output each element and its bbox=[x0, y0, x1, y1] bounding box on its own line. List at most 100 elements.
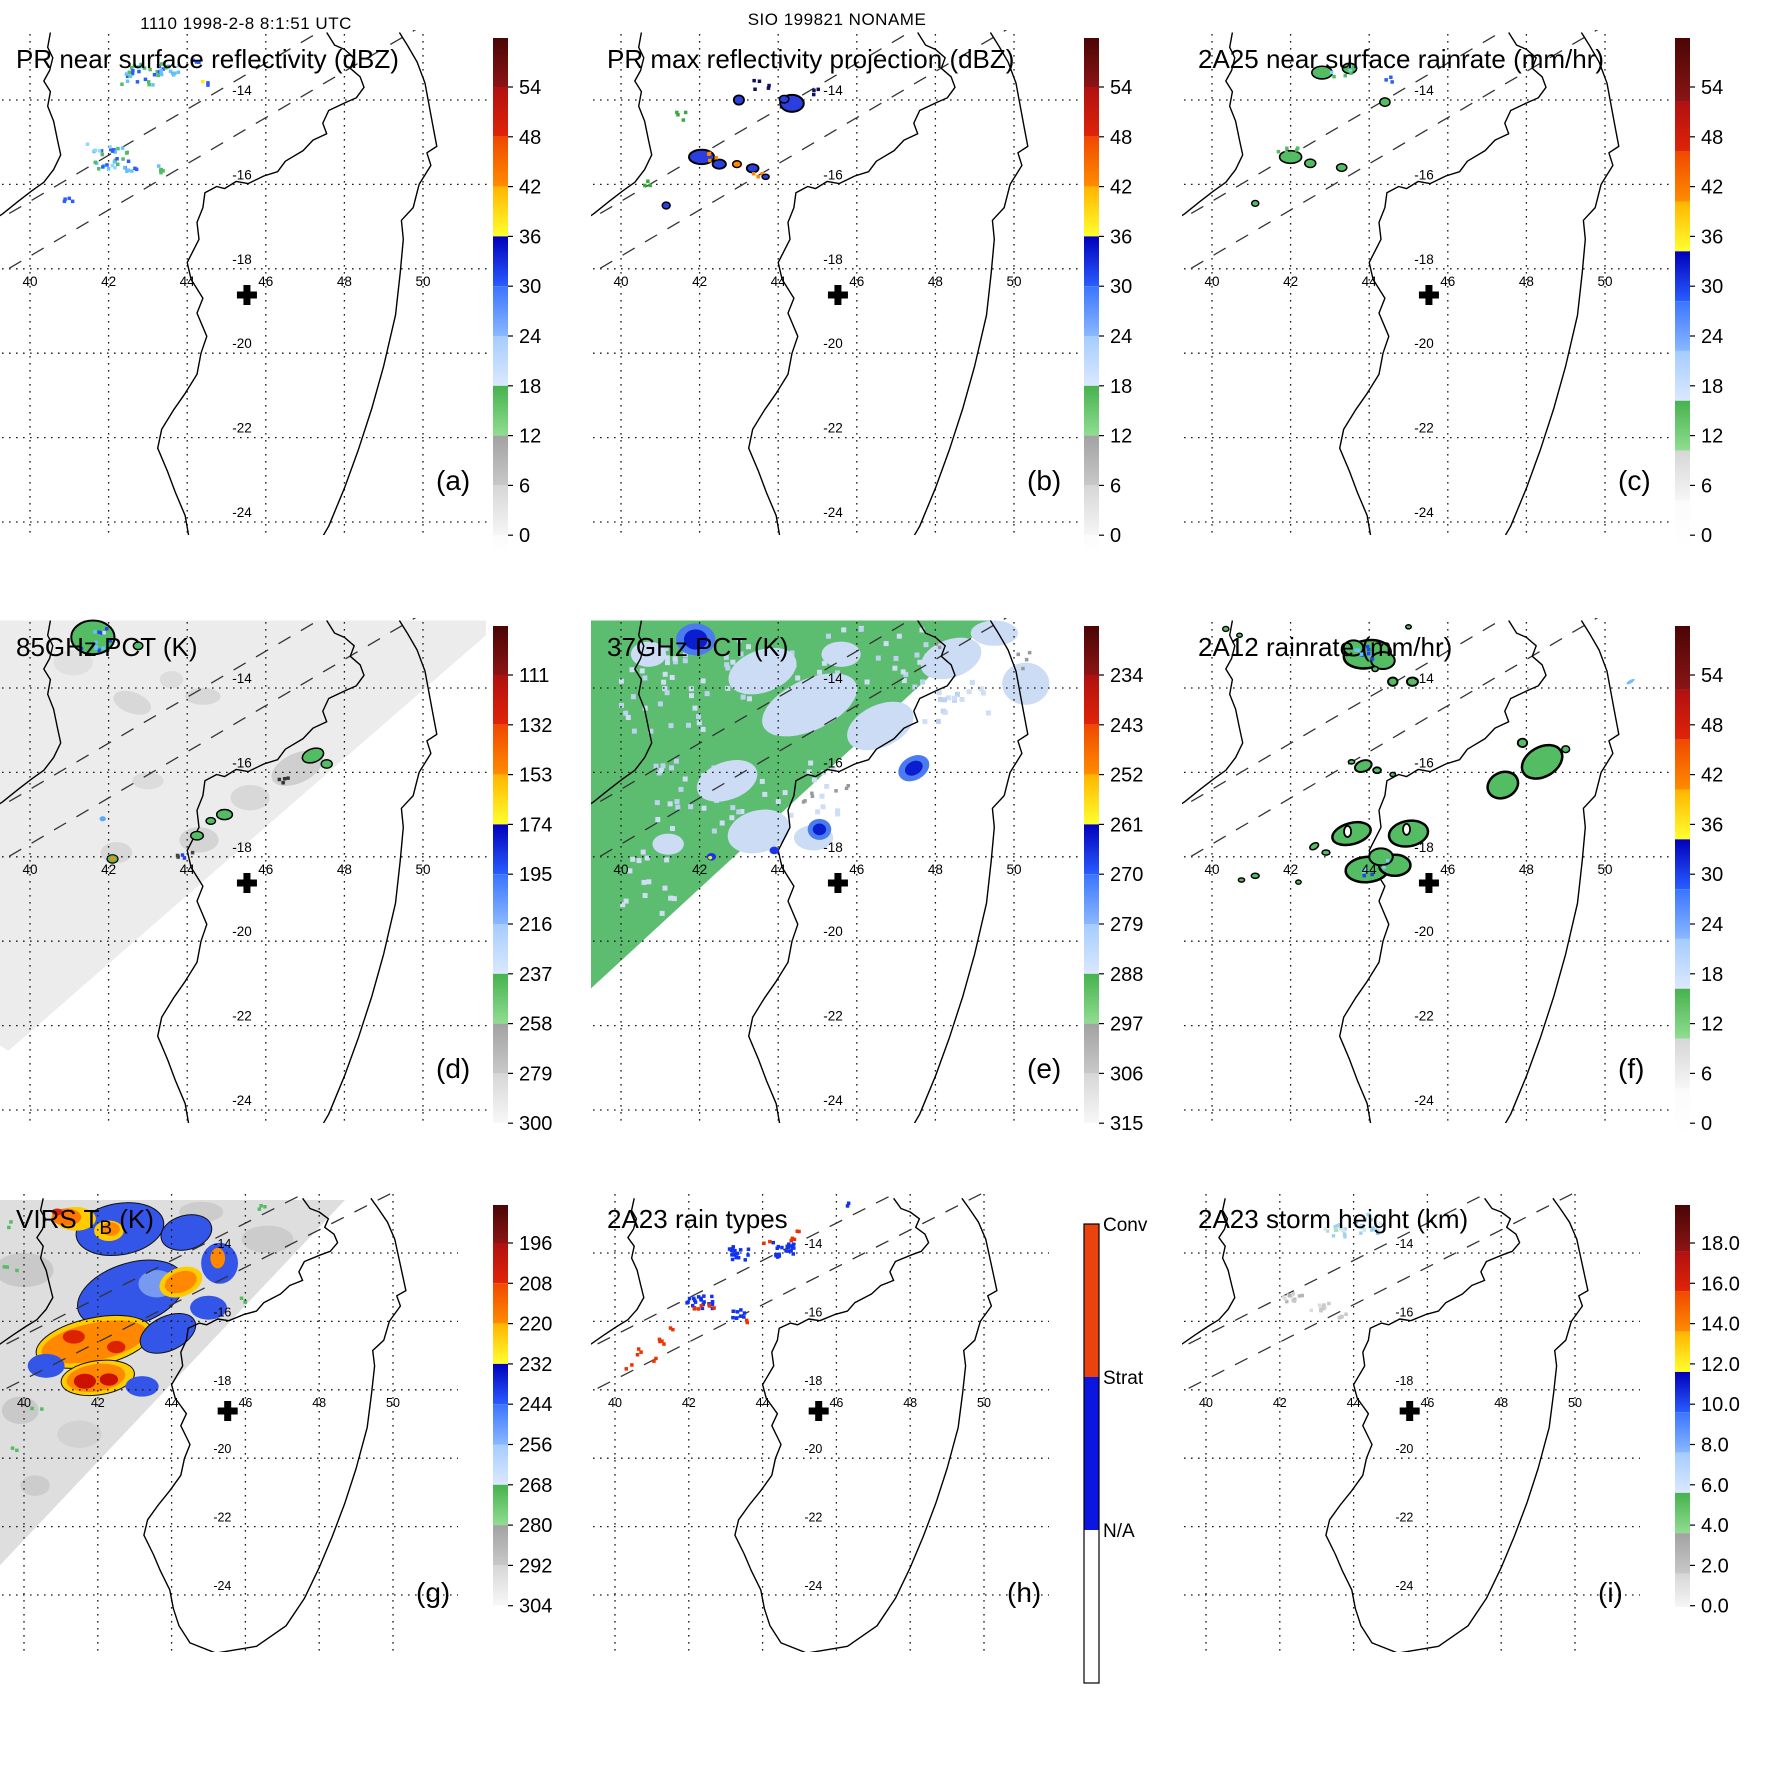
data-speckle bbox=[190, 850, 195, 855]
data-speckle bbox=[99, 631, 104, 635]
data-speckle bbox=[845, 1204, 850, 1208]
data-speckle bbox=[731, 1252, 735, 1256]
colorbar-tick-label: 24 bbox=[1701, 326, 1723, 348]
data-blob bbox=[1520, 743, 1564, 780]
lon-tick-label: 48 bbox=[337, 274, 352, 289]
data-speckle bbox=[636, 1347, 641, 1351]
colorbar-tick-label: 6 bbox=[1701, 1063, 1712, 1085]
lat-tick-label: -16 bbox=[232, 167, 252, 182]
data-speckle bbox=[846, 1201, 851, 1205]
data-speckle bbox=[685, 1301, 689, 1305]
colorbar-tick-label: 12.0 bbox=[1701, 1354, 1740, 1376]
lat-tick-label: -14 bbox=[1414, 83, 1434, 98]
data-speckle bbox=[742, 1315, 746, 1319]
data-blob bbox=[1379, 97, 1391, 108]
coast-madagascar bbox=[143, 1197, 407, 1652]
data-speckle bbox=[243, 1299, 248, 1304]
data-speckle bbox=[1389, 75, 1393, 79]
data-speckle bbox=[707, 151, 712, 156]
panel-title-c: 2A25 near surface rainrate (mm/hr) bbox=[1198, 44, 1604, 74]
lon-tick-label: 44 bbox=[180, 274, 196, 289]
colorbar-tick-label: 54 bbox=[519, 77, 541, 99]
data-speckle bbox=[164, 66, 168, 70]
colorbar-band bbox=[1084, 1073, 1099, 1124]
data-speckle bbox=[688, 804, 694, 810]
data-speckle bbox=[159, 167, 163, 172]
data-speckle bbox=[777, 1252, 781, 1256]
colorbar-band bbox=[1084, 626, 1099, 675]
colorbar-band bbox=[493, 1205, 508, 1243]
colorbar-band bbox=[493, 535, 508, 553]
data-blob bbox=[73, 1373, 96, 1389]
colorbar-tick-label: 0 bbox=[519, 525, 530, 547]
lon-tick-label: 40 bbox=[613, 274, 628, 289]
data-speckle bbox=[142, 66, 147, 70]
data-speckle bbox=[746, 1247, 751, 1251]
data-blob bbox=[210, 1247, 226, 1269]
data-blob bbox=[761, 173, 770, 181]
colorbar-tick-label: 208 bbox=[519, 1273, 552, 1295]
data-blob bbox=[20, 1475, 50, 1496]
data-speckle bbox=[701, 1302, 705, 1306]
lon-tick-label: 42 bbox=[1283, 862, 1298, 877]
colorbar-tick-label: 268 bbox=[519, 1475, 552, 1497]
data-speckle bbox=[846, 784, 850, 788]
colorbar-band bbox=[493, 1123, 508, 1141]
data-speckle bbox=[782, 790, 788, 796]
colorbar-tick-label: 48 bbox=[1701, 715, 1723, 737]
coast-madagascar bbox=[734, 1197, 998, 1652]
panel-letter-e: (e) bbox=[1027, 1053, 1061, 1084]
coast-mozambique bbox=[591, 1198, 645, 1345]
map-b: 40 42 44 46 48 50 -14 -16 -18 -20 -22 -24 bbox=[591, 30, 1083, 535]
data-blob bbox=[99, 816, 106, 822]
data-speckle bbox=[113, 165, 117, 170]
data-speckle bbox=[942, 709, 948, 715]
lon-tick-label: 50 bbox=[1006, 274, 1021, 289]
colorbar-tick-label: 12 bbox=[1701, 1014, 1723, 1036]
data-speckle bbox=[1021, 666, 1025, 671]
coast-mozambique bbox=[0, 32, 62, 217]
data-speckle bbox=[696, 720, 702, 726]
colorbar-band bbox=[1084, 824, 1099, 875]
data-speckle bbox=[79, 646, 84, 651]
data-speckle bbox=[935, 718, 941, 724]
lat-tick-label: -22 bbox=[232, 421, 252, 436]
data-speckle bbox=[803, 799, 807, 803]
coast-madagascar bbox=[747, 620, 1029, 1123]
colorbar-tick-label: 36 bbox=[1701, 814, 1723, 836]
data-speckle bbox=[104, 627, 109, 631]
swath-edge-dashed-line bbox=[0, 30, 417, 275]
map-g: 40 42 44 46 48 50 -14 -16 -18 -20 -22 -24 bbox=[0, 1190, 458, 1652]
colorbar-band bbox=[493, 1605, 508, 1607]
data-speckle bbox=[1333, 1228, 1338, 1232]
header-storm-id: SIO 199821 NONAME bbox=[747, 10, 927, 29]
lon-tick-label: 40 bbox=[17, 1396, 31, 1410]
data-speckle bbox=[731, 1309, 735, 1313]
data-speckle bbox=[771, 1240, 775, 1245]
data-blob bbox=[301, 747, 325, 764]
data-speckle bbox=[94, 645, 99, 649]
data-blob bbox=[683, 629, 708, 650]
data-speckle bbox=[653, 763, 659, 769]
colorbar-band bbox=[1675, 789, 1690, 840]
data-blob bbox=[57, 1420, 102, 1448]
data-speckle bbox=[108, 145, 112, 149]
data-speckle bbox=[734, 1316, 739, 1320]
colorbar-band bbox=[1675, 1492, 1690, 1534]
data-speckle bbox=[1285, 1299, 1289, 1304]
data-speckle bbox=[70, 199, 75, 204]
lat-tick-label: -22 bbox=[213, 1511, 231, 1525]
data-speckle bbox=[625, 715, 631, 720]
lon-tick-label: 46 bbox=[849, 862, 864, 877]
data-speckle bbox=[239, 1296, 244, 1300]
data-speckle bbox=[1296, 146, 1300, 150]
data-speckle bbox=[797, 1229, 801, 1234]
lon-tick-label: 40 bbox=[608, 1396, 622, 1410]
data-speckle bbox=[791, 1252, 795, 1256]
data-speckle bbox=[660, 1339, 664, 1343]
colorbar-tick-label: 48 bbox=[1110, 127, 1132, 149]
data-speckle bbox=[1364, 867, 1368, 871]
data-speckle bbox=[160, 62, 164, 66]
lon-tick-label: 46 bbox=[1440, 274, 1455, 289]
storm-center-marker bbox=[1418, 284, 1439, 305]
